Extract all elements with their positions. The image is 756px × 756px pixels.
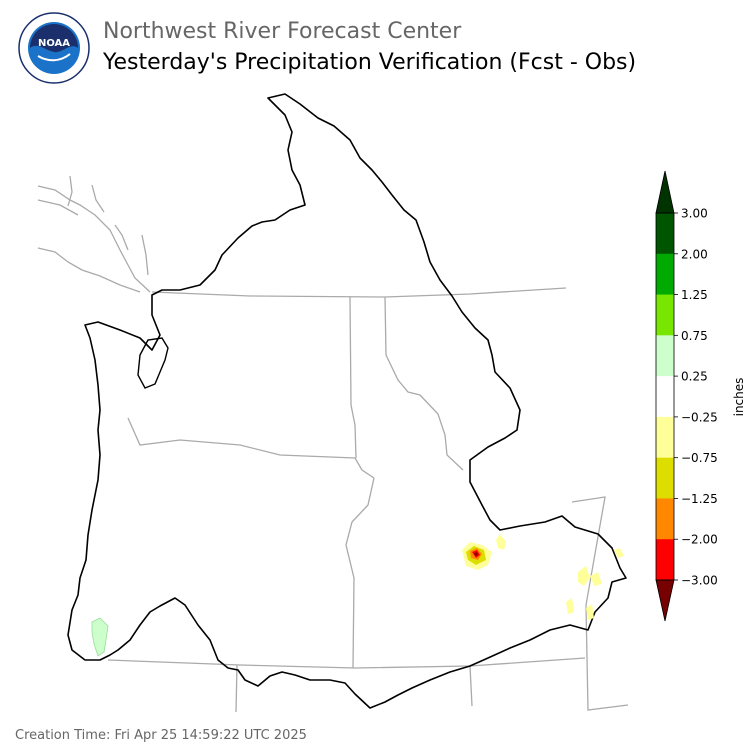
nv-ut-border: [469, 665, 473, 707]
colorbar-bins: [656, 213, 674, 581]
colorbar-tick-label: 1.25: [681, 288, 708, 302]
anomaly-yellow-east4: [586, 604, 594, 620]
state-boundaries: [107, 287, 629, 713]
logo-text: NOAA: [38, 38, 70, 49]
anomaly-yellow-east1: [578, 566, 590, 586]
colorbar-under-arrow: [655, 579, 675, 622]
wa-id-border: [349, 296, 357, 459]
id-mt-border: [384, 296, 464, 471]
anomaly-darkred-central: [474, 552, 478, 556]
colorbar-bin-1: [656, 253, 674, 296]
colorbar-tick-label: −1.25: [681, 492, 718, 506]
anomaly-yellow-small1: [496, 534, 506, 550]
colorbar-bin-8: [656, 539, 674, 581]
colorbar: 3.00 2.00 1.25 0.75 0.25 −0.25 −0.75 −1.25 −2.00…: [655, 170, 746, 622]
ca-nv-border: [235, 664, 238, 713]
creation-time: Creation Time: Fri Apr 25 14:59:22 UTC 2…: [15, 728, 307, 743]
puget-sound-shore: [137, 337, 169, 389]
colorbar-bin-4: [656, 376, 674, 418]
colorbar-bin-0: [656, 213, 674, 255]
anomaly-yellow-east2: [590, 572, 602, 586]
anomaly-yellow-east5: [614, 548, 624, 558]
colorbar-label: inches: [732, 378, 746, 417]
colorbar-tick-label: 0.75: [681, 329, 708, 343]
anomaly-green-sw: [91, 617, 109, 657]
noaa-logo-icon: NOAA: [18, 12, 90, 84]
precip-anomalies: [91, 534, 624, 657]
colorbar-ticks: 3.00 2.00 1.25 0.75 0.25 −0.25 −0.75 −1.25 −2.00…: [674, 207, 718, 588]
agency-title: Northwest River Forecast Center: [103, 19, 462, 44]
colorbar-bin-3: [656, 335, 674, 377]
colorbar-bin-2: [656, 294, 674, 336]
colorbar-tick-label: −3.00: [681, 574, 718, 588]
colorbar-bin-7: [656, 498, 674, 540]
colorbar-tick-label: −0.75: [681, 451, 718, 465]
id-wy-border: [571, 496, 629, 711]
colorbar-tick-label: −0.25: [681, 410, 718, 424]
wa-or-border: [127, 417, 375, 479]
colorbar-over-arrow: [655, 170, 675, 214]
colorbar-bin-5: [656, 416, 674, 459]
or-ca-nv-border: [107, 657, 586, 669]
colorbar-frame: [655, 212, 675, 581]
map-title: Yesterday's Precipitation Verification (…: [103, 50, 637, 75]
colorbar-tick-label: −2.00: [681, 533, 718, 547]
colorbar-tick-label: 3.00: [681, 207, 708, 221]
or-id-border: [345, 477, 375, 669]
colorbar-tick-label: 2.00: [681, 247, 708, 261]
colorbar-tick-label: 0.25: [681, 370, 708, 384]
wa-canada-border: [151, 287, 567, 298]
coastline: [37, 175, 151, 293]
basin-outline: [67, 93, 627, 709]
anomaly-yellow-east3: [566, 598, 574, 614]
colorbar-bin-6: [656, 457, 674, 499]
